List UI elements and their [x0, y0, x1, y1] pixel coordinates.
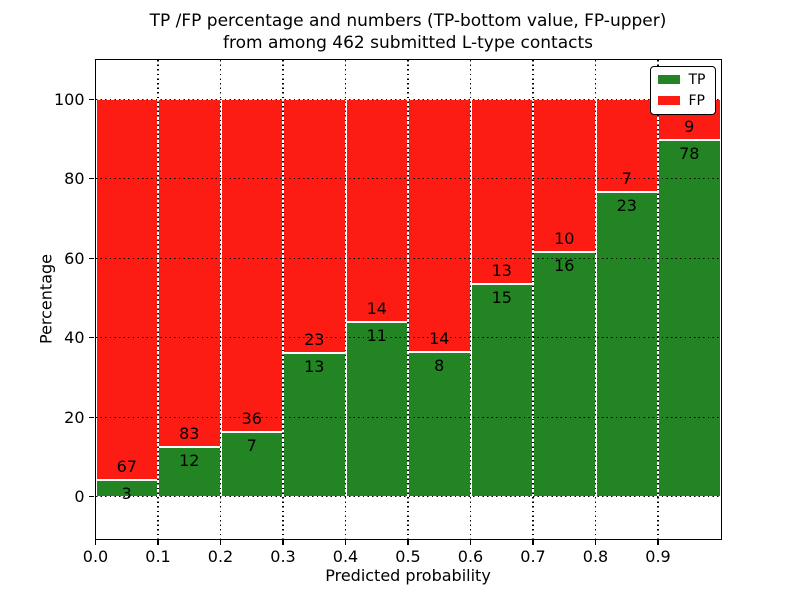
x-tick-label: 0.8 — [582, 546, 609, 566]
y-tick — [89, 257, 94, 259]
tp-count-label: 23 — [616, 196, 637, 215]
legend: TP FP — [649, 65, 716, 115]
fp-bar-segment — [345, 99, 408, 322]
fp-count-label: 14 — [429, 329, 450, 349]
vertical-gridline — [157, 59, 159, 539]
x-tick — [219, 540, 222, 545]
vertical-gridline — [594, 59, 597, 539]
tp-count-label: 7 — [246, 436, 257, 456]
x-tick-label: 0.2 — [207, 546, 234, 566]
y-tick — [89, 496, 94, 498]
fp-count-label: 7 — [621, 169, 632, 188]
fp-count-label: 23 — [304, 330, 325, 350]
fp-legend-label: FP — [688, 92, 706, 109]
x-tick — [407, 540, 409, 545]
y-tick — [89, 337, 94, 339]
tp-count-label: 3 — [121, 483, 132, 503]
x-tick-label: 0.3 — [270, 546, 296, 566]
y-tick-label: 80 — [64, 169, 85, 189]
fp-count-label: 13 — [491, 260, 512, 280]
y-tick — [89, 178, 94, 180]
tp-bar-segment — [533, 252, 596, 497]
tp-count-label: 78 — [679, 144, 700, 164]
x-tick — [594, 540, 597, 545]
tp-count-label: 16 — [554, 256, 575, 276]
x-tick-label: 0.5 — [395, 546, 421, 566]
fp-count-label: 36 — [241, 409, 262, 429]
vertical-gridline — [407, 59, 409, 539]
plot-area: TP FP 67 3 83 12 36 7 23 13 14 11 14 8 13 15 10 16 7 23 9 7… — [54, 58, 722, 566]
x-axis-label: Predicted probability — [325, 566, 491, 585]
tp-bar-segment — [345, 321, 408, 497]
tp-count-label: 12 — [179, 450, 200, 470]
tp-bar-segment — [658, 140, 721, 497]
tp-legend-swatch — [657, 75, 680, 84]
fp-bar-segment — [95, 99, 158, 480]
tp-bar-segment — [283, 353, 346, 497]
fp-count-label: 9 — [684, 117, 695, 137]
fp-bar-segment — [158, 99, 221, 447]
vertical-gridline — [657, 59, 659, 539]
fp-bar-segment — [220, 99, 283, 433]
fp-bar-segment — [470, 99, 533, 284]
vertical-gridline — [532, 59, 534, 539]
tp-bar-segment — [158, 446, 221, 497]
x-tick-label: 0.7 — [520, 546, 546, 566]
fp-bar-segment — [283, 99, 346, 354]
fp-count-label: 14 — [366, 298, 387, 318]
y-axis-label: Percentage — [36, 253, 56, 345]
x-tick-label: 0.0 — [82, 546, 109, 566]
legend-item-tp: TP — [657, 71, 706, 88]
x-tick-label: 0.1 — [145, 546, 171, 566]
fp-legend-swatch — [657, 96, 680, 105]
tp-count-label: 15 — [491, 287, 512, 307]
x-tick — [532, 540, 534, 545]
y-tick — [89, 98, 94, 100]
x-tick-label: 0.6 — [457, 546, 484, 566]
y-tick-label: 40 — [64, 328, 85, 348]
fp-count-label: 67 — [116, 456, 137, 476]
tp-legend-label: TP — [688, 71, 706, 88]
vertical-gridline — [282, 59, 284, 539]
x-tick — [657, 540, 659, 545]
x-tick — [469, 540, 472, 545]
vertical-gridline — [344, 59, 347, 539]
tp-count-label: 8 — [434, 356, 445, 376]
fp-count-label: 10 — [554, 229, 575, 249]
x-tick — [282, 540, 284, 545]
tp-bar-segment — [595, 192, 658, 497]
x-tick — [157, 540, 159, 545]
y-tick — [89, 416, 94, 418]
y-tick-label: 60 — [64, 248, 85, 268]
chart-title: TP /FP percentage and numbers (TP-bottom… — [94, 10, 722, 54]
y-tick-label: 20 — [64, 407, 85, 427]
vertical-gridline — [469, 59, 472, 539]
tp-count-label: 13 — [304, 357, 325, 377]
x-tick-label: 0.9 — [645, 546, 671, 566]
x-tick — [94, 540, 97, 545]
vertical-gridline — [219, 59, 222, 539]
x-tick — [344, 540, 347, 545]
fp-count-label: 83 — [179, 423, 200, 443]
tp-count-label: 11 — [366, 325, 387, 345]
y-tick-label: 0 — [74, 487, 85, 507]
y-tick-label: 100 — [53, 89, 85, 109]
tp-bar-segment — [470, 283, 533, 497]
fp-bar-segment — [408, 99, 471, 353]
x-tick-label: 0.4 — [332, 546, 359, 566]
legend-item-fp: FP — [657, 92, 706, 109]
chart-title-line1: TP /FP percentage and numbers (TP-bottom… — [149, 11, 667, 31]
chart-title-line2: from among 462 submitted L-type contacts — [222, 33, 593, 53]
